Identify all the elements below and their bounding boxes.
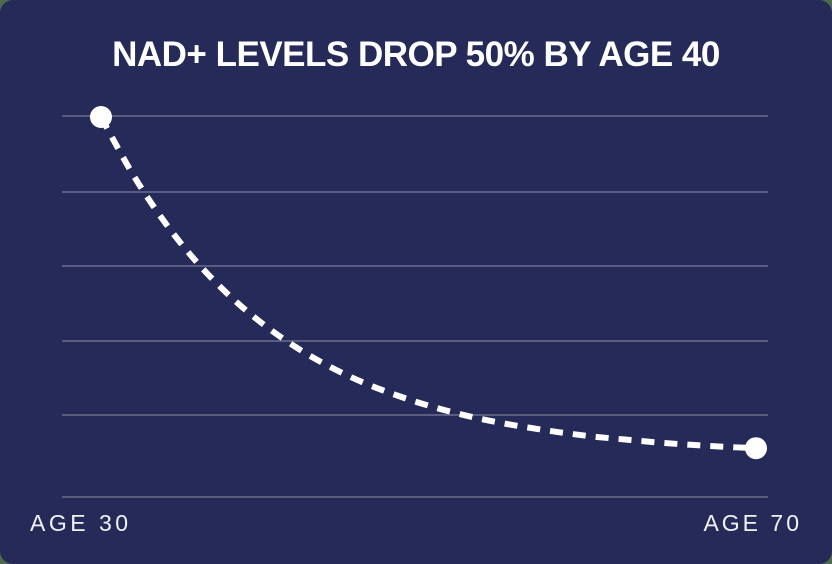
data-point-age-70 xyxy=(745,437,767,460)
x-axis-label-age-70: AGE 70 xyxy=(703,510,802,536)
nad-decline-curve xyxy=(98,115,757,452)
chart-title: NAD+ LEVELS DROP 50% BY AGE 40 xyxy=(112,35,720,74)
data-point-age-30 xyxy=(90,106,112,128)
x-axis-label-age-30: AGE 30 xyxy=(30,510,132,536)
horizontal-gridlines xyxy=(62,115,768,498)
